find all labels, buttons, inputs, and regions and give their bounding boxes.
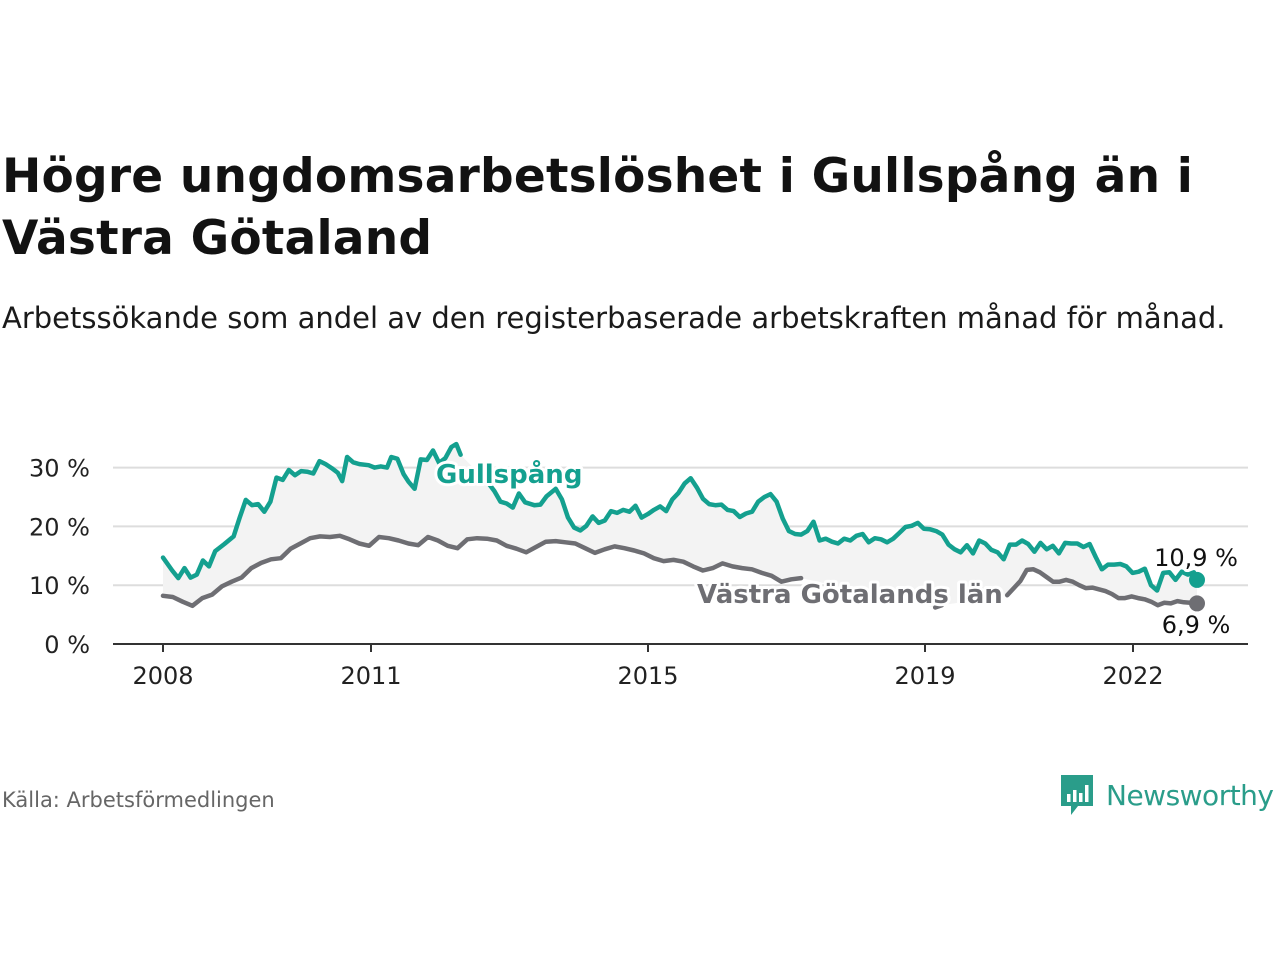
- gullspang-line: [160, 441, 463, 581]
- x-tick-label: 2015: [617, 662, 678, 690]
- gullspang-series-label: Gullspång: [436, 458, 582, 490]
- line-chart: 0 % 10 % 20 % 30 % 2008 2011 2015 2019 2022 Gull…: [29, 441, 1248, 690]
- x-tick-label: 2019: [894, 662, 955, 690]
- difference-band: [163, 444, 1197, 608]
- vastra-gotaland-line: [1004, 567, 1200, 608]
- vastra-gotaland-series-label: Västra Götalands län: [697, 580, 1003, 610]
- y-tick-label: 0 %: [44, 631, 90, 659]
- brand-name: Newsworthy: [1106, 778, 1274, 812]
- x-tick-label: 2011: [340, 662, 401, 690]
- gullspang-end-marker: [1189, 571, 1205, 588]
- vastra-gotaland-line: [160, 533, 804, 609]
- vastra-gotaland-end-value: 6,9 %: [1162, 611, 1231, 639]
- vastra-gotaland-end-marker: [1189, 595, 1205, 612]
- y-tick-label: 10 %: [29, 572, 90, 600]
- x-tick-label: 2008: [132, 662, 193, 690]
- x-tick-label: 2022: [1102, 662, 1163, 690]
- newsworthy-logo[interactable]: Newsworthy: [1058, 772, 1274, 818]
- vastra-gotaland-line: [932, 602, 945, 610]
- y-tick-label: 20 %: [29, 513, 90, 541]
- chart-title: Högre ungdomsarbetslöshet i Gullspång än…: [2, 149, 1194, 266]
- gullspang-line: [485, 475, 1200, 593]
- gullspang-end-value: 10,9 %: [1154, 544, 1238, 572]
- source-note: Källa: Arbetsförmedlingen: [2, 788, 275, 812]
- y-tick-label: 30 %: [29, 455, 90, 483]
- chart-subtitle: Arbetssökande som andel av den registerb…: [2, 301, 1226, 335]
- bar-chart-icon: [1061, 775, 1093, 815]
